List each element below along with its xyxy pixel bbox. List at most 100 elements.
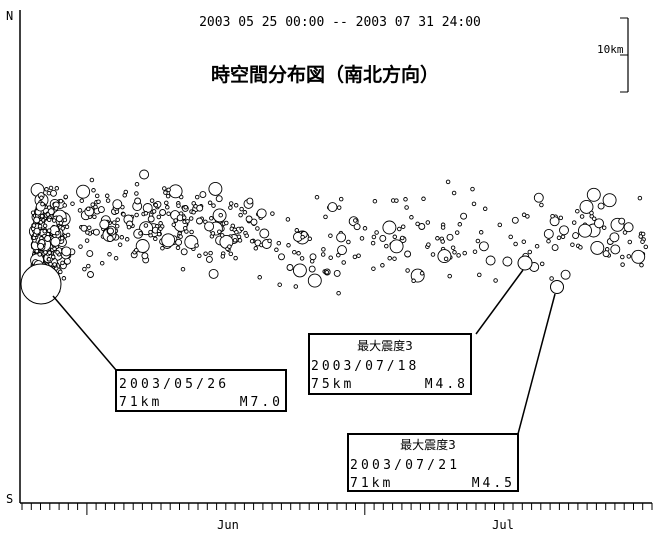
event-point	[561, 270, 570, 279]
event-point	[455, 231, 459, 235]
event-point	[87, 251, 93, 257]
event-point	[473, 250, 477, 254]
chart-title: 時空間分布図（南北方向）	[211, 63, 439, 86]
event-point	[436, 237, 440, 241]
event-point	[163, 187, 167, 191]
event-point	[220, 234, 224, 238]
south-label: S	[6, 492, 13, 506]
event-point	[238, 239, 242, 243]
event-point	[310, 260, 314, 264]
event-point	[165, 201, 169, 205]
event-point	[97, 200, 101, 204]
event-point	[52, 219, 56, 223]
event-point	[448, 274, 452, 278]
event-point	[247, 198, 253, 204]
callout-mainshock-date: 2003/05/26	[119, 377, 229, 392]
event-point	[86, 231, 90, 235]
event-point	[100, 220, 109, 229]
callout-mainshock-mag: M7.0	[240, 395, 283, 410]
event-point	[239, 213, 243, 217]
event-point	[64, 195, 68, 199]
event-point	[550, 277, 554, 281]
event-point	[208, 201, 212, 205]
event-point	[393, 257, 397, 261]
callout-0721-mag: M4.5	[472, 476, 515, 491]
event-point	[87, 207, 91, 211]
event-point	[221, 255, 225, 259]
event-point	[638, 196, 642, 200]
event-point	[135, 198, 141, 204]
event-point	[461, 213, 467, 219]
event-point	[209, 182, 222, 195]
event-0718-marker	[518, 256, 532, 270]
event-point	[243, 211, 247, 215]
event-point	[328, 203, 337, 212]
event-point	[49, 186, 53, 190]
event-point	[61, 261, 65, 265]
event-point	[118, 243, 122, 247]
event-point	[404, 198, 408, 202]
event-point	[206, 256, 212, 262]
event-point	[174, 219, 178, 223]
event-point	[47, 191, 51, 195]
event-point	[395, 199, 399, 203]
event-point	[209, 251, 213, 255]
event-point	[120, 236, 124, 240]
event-point	[287, 244, 291, 248]
event-point	[92, 189, 96, 193]
event-point	[373, 199, 377, 203]
event-point	[55, 187, 59, 191]
period-label: 2003 05 25 00:00 -- 2003 07 31 24:00	[199, 15, 481, 30]
event-point	[611, 245, 620, 254]
event-point	[81, 225, 87, 231]
event-point	[372, 235, 376, 239]
event-point	[115, 224, 119, 228]
event-point	[579, 246, 583, 250]
event-point	[135, 192, 139, 196]
event-point	[503, 257, 512, 266]
event-point	[234, 204, 238, 208]
event-point	[210, 217, 214, 221]
event-point	[66, 233, 70, 237]
leader-line-0718	[476, 270, 523, 334]
event-point	[167, 212, 171, 216]
event-point	[483, 207, 487, 211]
callout-0721-depth: 71km	[350, 476, 393, 491]
event-point	[192, 211, 196, 215]
event-point	[544, 229, 553, 238]
event-point	[135, 248, 139, 252]
event-point	[321, 253, 325, 257]
event-point	[59, 199, 63, 203]
callout-0718-header: 最大震度3	[357, 338, 413, 353]
event-point	[125, 238, 129, 242]
event-point	[478, 273, 482, 277]
event-point	[639, 235, 643, 239]
event-point	[476, 239, 480, 243]
event-point	[479, 242, 488, 251]
event-point	[80, 199, 84, 203]
event-point	[240, 227, 244, 231]
event-point	[559, 216, 563, 220]
event-point	[56, 251, 60, 255]
event-point	[286, 218, 290, 222]
event-point	[154, 237, 158, 241]
event-point	[591, 241, 604, 254]
event-point	[179, 235, 183, 239]
event-point	[90, 178, 94, 182]
event-point	[93, 215, 97, 219]
event-point	[250, 239, 254, 243]
callout-0721-header: 最大震度3	[400, 437, 456, 452]
event-point	[62, 277, 66, 281]
event-point	[514, 242, 518, 246]
event-point	[93, 229, 99, 235]
event-point	[233, 238, 237, 242]
event-point	[371, 241, 375, 245]
event-point	[426, 221, 430, 225]
event-point	[512, 217, 518, 223]
event-point	[279, 254, 285, 260]
event-point	[47, 258, 51, 262]
event-point	[113, 221, 117, 225]
event-point	[98, 207, 104, 213]
event-point	[293, 250, 297, 254]
event-point	[59, 270, 63, 274]
